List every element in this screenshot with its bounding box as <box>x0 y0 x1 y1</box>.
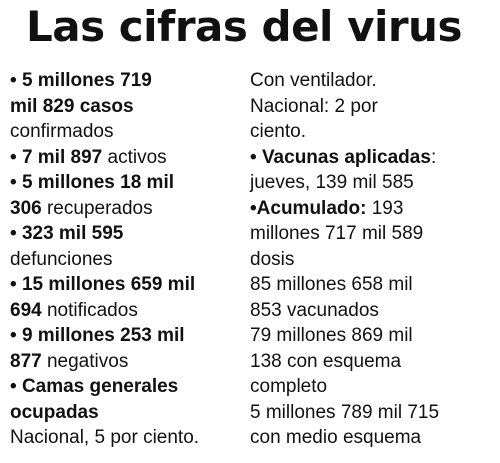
vaccinated-line2: 853 vacunados <box>250 299 379 321</box>
accumulated-line3: dosis <box>250 248 295 270</box>
accumulated-line2: millones 717 mil 589 <box>250 223 424 244</box>
recovered-number-line2: 306 <box>10 197 42 219</box>
ventilator-line2: Nacional: 2 por <box>250 95 378 117</box>
confirmed-number-line1: 5 millones 719 <box>21 70 152 91</box>
stat-ventilator: Con ventilador. Nacional: 2 por ciento. <box>250 68 490 145</box>
vaccines-text: jueves, 139 mil 585 <box>250 172 414 193</box>
stat-vaccines-applied: • Vacunas aplicadas: jueves, 139 mil 585 <box>250 145 490 196</box>
bullet: • <box>10 274 22 295</box>
full-scheme-line2: 138 con esquema <box>250 350 402 372</box>
beds-text: Nacional, 5 por ciento. <box>10 427 200 448</box>
negative-number-line2: 877 <box>10 350 42 372</box>
stat-notified: • 15 millones 659 mil 694 notificados <box>10 272 240 323</box>
stat-deaths: • 323 mil 595 defunciones <box>10 221 240 272</box>
stat-half-scheme: 5 millones 789 mil 715 con medio esquema <box>250 400 490 451</box>
vaccines-colon: : <box>430 146 437 168</box>
ventilator-line1: Con ventilador. <box>250 70 377 91</box>
deaths-label: defunciones <box>10 248 113 270</box>
bullet: • <box>10 325 22 346</box>
stat-active: • 7 mil 897 activos <box>10 145 240 171</box>
notified-label: notificados <box>41 299 138 321</box>
half-scheme-line2: con medio esquema <box>250 427 422 448</box>
left-column: • 5 millones 719 mil 829 casos confirmad… <box>10 68 240 451</box>
bullet: • <box>250 146 262 168</box>
ventilator-line3: ciento. <box>250 121 306 142</box>
beds-heading-line2: ocupadas <box>10 401 99 423</box>
negative-number-line1: 9 millones 253 mil <box>21 325 185 346</box>
half-scheme-line1: 5 millones 789 mil 715 <box>250 401 440 423</box>
right-column: Con ventilador. Nacional: 2 por ciento. … <box>250 68 490 451</box>
deaths-number: 323 mil 595 <box>21 223 124 244</box>
stat-negative: • 9 millones 253 mil 877 negativos <box>10 323 240 374</box>
vaccines-heading: Vacunas aplicadas <box>261 146 431 168</box>
confirmed-number-line2: mil 829 casos <box>10 95 134 117</box>
bullet: • <box>10 376 22 397</box>
active-number: 7 mil 897 <box>21 146 103 168</box>
stat-recovered: • 5 millones 18 mil 306 recuperados <box>10 170 240 221</box>
stat-vaccinated: 85 millones 658 mil 853 vacunados <box>250 272 490 323</box>
recovered-number-line1: 5 millones 18 mil <box>21 172 175 193</box>
notified-number-line1: 15 millones 659 mil <box>21 274 196 295</box>
beds-heading-line1: Camas generales <box>21 376 179 397</box>
bullet: • <box>10 70 22 91</box>
active-label: activos <box>102 146 167 168</box>
page-title: Las cifras del virus <box>26 2 462 51</box>
stat-beds: • Camas generales ocupadas Nacional, 5 p… <box>10 374 240 451</box>
bullet: • <box>10 223 22 244</box>
stat-full-scheme: 79 millones 869 mil 138 con esquema comp… <box>250 323 490 400</box>
accumulated-heading: Acumulado: <box>256 197 367 219</box>
bullet: • <box>250 197 257 219</box>
bullet: • <box>10 146 22 168</box>
full-scheme-line3: completo <box>250 376 328 397</box>
recovered-label: recuperados <box>41 197 153 219</box>
negative-label: negativos <box>41 350 129 372</box>
notified-number-line2: 694 <box>10 299 42 321</box>
accumulated-number: 193 <box>366 197 404 219</box>
full-scheme-line1: 79 millones 869 mil <box>250 325 413 346</box>
bullet: • <box>10 172 22 193</box>
stat-confirmed-cases: • 5 millones 719 mil 829 casos confirmad… <box>10 68 240 145</box>
stat-accumulated: •Acumulado: 193 millones 717 mil 589 dos… <box>250 196 490 273</box>
confirmed-label: confirmados <box>10 121 114 142</box>
vaccinated-line1: 85 millones 658 mil <box>250 274 413 295</box>
